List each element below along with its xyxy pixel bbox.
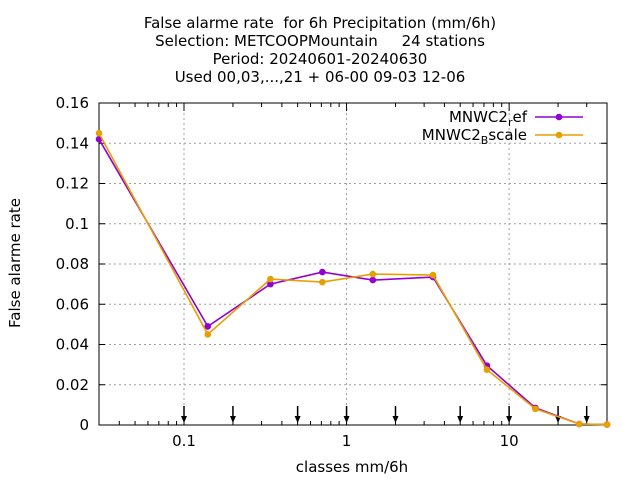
series-point-1 <box>204 331 212 338</box>
series-line-0 <box>98 138 608 426</box>
plot-frame <box>98 102 608 426</box>
title-line-2: Selection: METCOOPMountain 24 stations <box>155 32 485 50</box>
series-point-0 <box>319 268 326 276</box>
x-tick-label: 10 <box>500 432 519 450</box>
legend-marker-0 <box>555 113 563 121</box>
series-point-1 <box>267 275 274 283</box>
threshold-arrow-head <box>294 416 301 423</box>
title-line-1: False alarme rate for 6h Precipitation (… <box>143 14 497 32</box>
threshold-arrow-head <box>181 416 188 423</box>
chart-title: False alarme rate for 6h Precipitation (… <box>0 14 640 86</box>
series-point-0 <box>369 276 377 284</box>
threshold-arrow-head <box>229 416 236 423</box>
y-tick-label: 0.04 <box>56 336 89 354</box>
y-tick-label: 0.1 <box>65 215 89 233</box>
threshold-arrow-head <box>343 416 350 423</box>
y-axis-label: False alarme rate <box>6 198 24 328</box>
y-tick-label: 0 <box>79 416 89 434</box>
x-tick-label: 1 <box>342 432 352 450</box>
threshold-arrow-head <box>583 416 590 423</box>
threshold-arrow-head <box>392 416 399 423</box>
series-layer <box>95 129 611 428</box>
y-tick-label: 0.16 <box>56 94 89 112</box>
series-point-1 <box>483 366 491 373</box>
title-line-3: Period: 20240601-20240630 <box>212 50 428 68</box>
threshold-arrows <box>181 406 590 423</box>
axes: 0 0.02 0.04 0.06 0.08 0.1 0.12 0.14 0.16 0.1 1 10 <box>56 94 608 450</box>
series-point-1 <box>319 278 326 286</box>
series-point-1 <box>532 405 539 413</box>
y-tick-label: 0.06 <box>56 295 89 313</box>
series-point-0 <box>267 280 274 288</box>
y-tick-label: 0.14 <box>56 134 89 152</box>
series-point-1 <box>429 271 437 279</box>
legend-marker-1 <box>555 131 563 139</box>
legend-label-0: MNWC2ref <box>449 108 528 129</box>
y-tick-label: 0.02 <box>56 376 89 394</box>
legend-label-1: MNWC2Bscale <box>422 126 527 147</box>
series-point-1 <box>575 420 583 428</box>
threshold-arrow-head <box>457 416 464 423</box>
series-point-1 <box>369 270 377 278</box>
y-tick-label: 0.08 <box>56 255 89 273</box>
series-point-1 <box>95 129 103 137</box>
title-line-4: Used 00,03,...,21 + 06-00 09-03 12-06 <box>174 68 466 86</box>
series-line-1 <box>98 132 608 426</box>
threshold-arrow-head <box>506 416 513 423</box>
series-point-0 <box>204 323 212 330</box>
x-tick-label: 0.1 <box>172 432 196 450</box>
x-axis-label: classes mm/6h <box>296 458 408 476</box>
series-point-1 <box>603 421 611 428</box>
grid-lines <box>99 103 607 425</box>
y-tick-label: 0.12 <box>56 175 89 193</box>
